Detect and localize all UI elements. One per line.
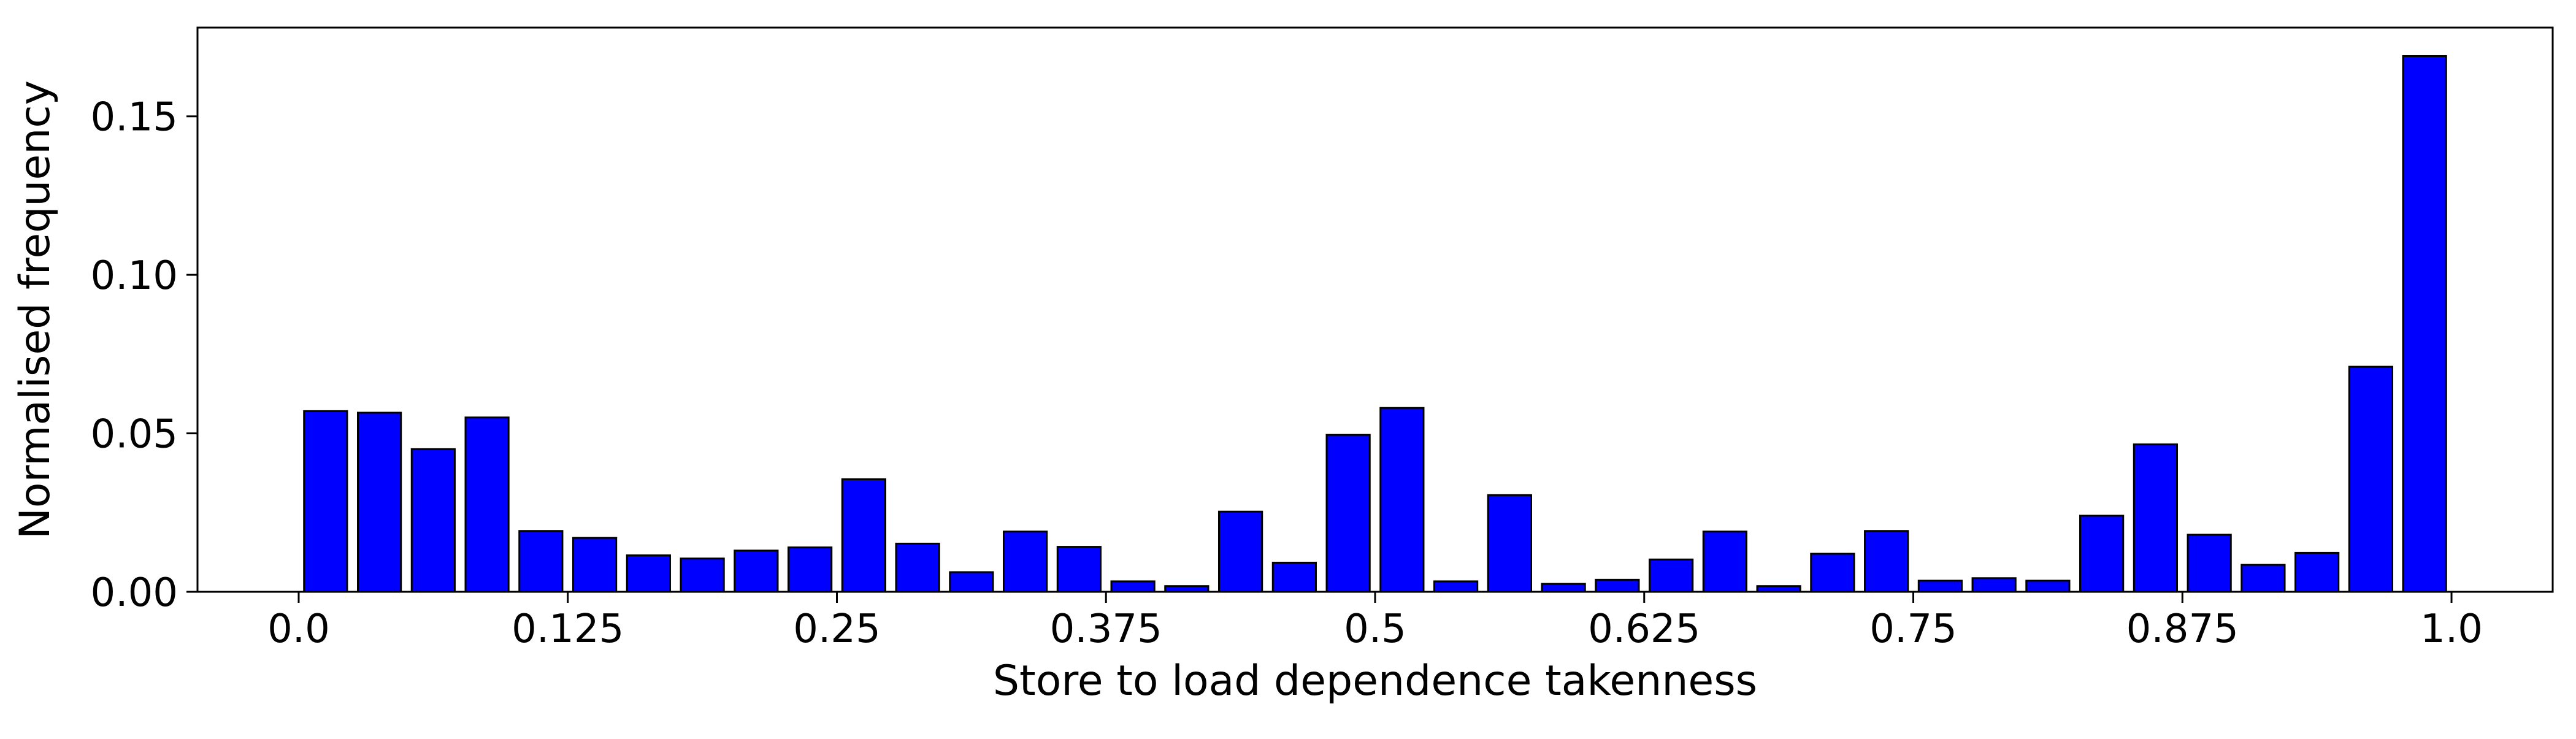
bar-13 xyxy=(1003,530,1048,593)
x-tick-label: 0.625 xyxy=(1588,607,1700,652)
x-tick-label: 0.75 xyxy=(1869,607,1957,652)
bar-35 xyxy=(2187,534,2232,593)
bar-29 xyxy=(1864,530,1909,593)
bar-26 xyxy=(1702,530,1747,593)
bar-19 xyxy=(1325,434,1371,593)
bars xyxy=(303,55,2447,593)
bar-2 xyxy=(410,448,456,593)
bar-28 xyxy=(1810,553,1855,593)
bar-5 xyxy=(572,537,618,593)
y-tick-label: 0.05 xyxy=(91,412,178,458)
bar-11 xyxy=(895,542,940,593)
y-tick-label: 0.10 xyxy=(91,253,178,299)
x-tick-label: 0.875 xyxy=(2126,607,2239,652)
bar-15 xyxy=(1110,580,1156,593)
bar-1 xyxy=(356,412,402,593)
bar-3 xyxy=(464,416,510,593)
bar-23 xyxy=(1541,583,1586,593)
bar-12 xyxy=(949,571,994,593)
bar-17 xyxy=(1218,510,1263,593)
bar-22 xyxy=(1487,494,1532,593)
bar-24 xyxy=(1595,578,1640,593)
bar-4 xyxy=(518,530,564,593)
bar-9 xyxy=(788,546,833,593)
bar-20 xyxy=(1379,407,1425,593)
bar-34 xyxy=(2133,443,2178,593)
y-axis-label: Normalised frequency xyxy=(11,80,59,539)
bar-7 xyxy=(680,557,725,593)
bar-14 xyxy=(1056,546,1102,593)
bar-38 xyxy=(2348,366,2394,593)
bar-0 xyxy=(303,410,348,593)
y-axis: 0.00 0.05 0.10 0.15 xyxy=(91,95,197,616)
bar-10 xyxy=(841,478,886,593)
bar-33 xyxy=(2079,515,2125,593)
bar-31 xyxy=(1971,577,2017,593)
y-tick-label: 0.15 xyxy=(91,95,178,140)
bar-37 xyxy=(2294,551,2340,593)
bar-39 xyxy=(2402,55,2447,593)
bar-25 xyxy=(1649,558,1694,593)
x-tick-label: 0.125 xyxy=(512,607,624,652)
bar-32 xyxy=(2025,580,2071,593)
y-tick-label: 0.00 xyxy=(91,570,178,616)
x-tick-label: 0.5 xyxy=(1344,607,1406,652)
x-tick-label: 0.25 xyxy=(793,607,881,652)
x-axis: 0.0 0.125 0.25 0.375 0.5 0.625 0.75 0.875 1.0 xyxy=(267,592,2483,652)
plot-area-frame xyxy=(196,26,2554,593)
bar-21 xyxy=(1433,580,1479,593)
bar-6 xyxy=(626,554,671,593)
x-axis-label: Store to load dependence takenness xyxy=(993,657,1757,705)
x-tick-label: 1.0 xyxy=(2420,607,2483,652)
x-tick-label: 0.0 xyxy=(267,607,330,652)
bar-30 xyxy=(1917,580,1963,593)
x-tick-label: 0.375 xyxy=(1050,607,1162,652)
bar-18 xyxy=(1271,561,1317,593)
bar-36 xyxy=(2241,564,2286,593)
bar-8 xyxy=(734,549,779,593)
